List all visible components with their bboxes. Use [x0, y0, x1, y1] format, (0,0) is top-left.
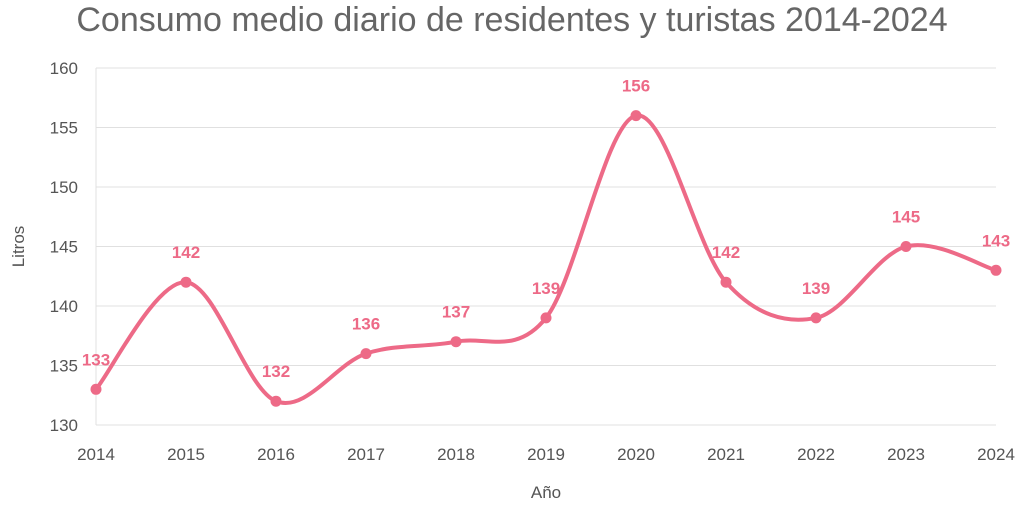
- data-point: [450, 336, 462, 348]
- data-point: [360, 348, 372, 360]
- x-tick-label: 2023: [887, 445, 925, 464]
- x-tick-label: 2019: [527, 445, 565, 464]
- data-point: [180, 276, 192, 288]
- data-point: [90, 383, 102, 395]
- x-axis-ticks: 2014 2015 2016 2017 2018 2019 2020 2021 2022 2023…: [77, 445, 1015, 464]
- x-tick-label: 2024: [977, 445, 1015, 464]
- data-label: 139: [532, 279, 560, 298]
- y-tick-label: 135: [50, 357, 78, 376]
- x-tick-label: 2014: [77, 445, 115, 464]
- x-axis-title: Año: [531, 483, 561, 502]
- x-tick-label: 2017: [347, 445, 385, 464]
- x-tick-label: 2018: [437, 445, 475, 464]
- x-tick-label: 2015: [167, 445, 205, 464]
- y-axis-ticks: 130 135 140 145 150 155 160: [50, 59, 78, 435]
- data-point: [540, 312, 552, 324]
- data-label: 142: [712, 243, 740, 262]
- data-point: [810, 312, 822, 324]
- y-axis-title: Litros: [9, 226, 28, 268]
- x-tick-label: 2020: [617, 445, 655, 464]
- data-label: 156: [622, 77, 650, 96]
- series-layer: [90, 110, 1002, 407]
- data-point: [270, 395, 282, 407]
- data-label: 145: [892, 208, 920, 227]
- data-point: [990, 264, 1002, 276]
- grid-lines: [95, 67, 996, 426]
- data-labels: 133 142 132 136 137 139 156 142 139 145 143: [82, 77, 1010, 382]
- y-tick-label: 145: [50, 238, 78, 257]
- series-line: [94, 113, 998, 405]
- x-tick-label: 2021: [707, 445, 745, 464]
- data-point: [900, 241, 912, 252]
- x-tick-label: 2022: [797, 445, 835, 464]
- x-tick-label: 2016: [257, 445, 295, 464]
- y-tick-label: 155: [50, 119, 78, 138]
- y-tick-label: 150: [50, 178, 78, 197]
- data-label: 132: [262, 362, 290, 381]
- data-label: 142: [172, 243, 200, 262]
- data-point: [720, 276, 732, 288]
- data-label: 143: [982, 231, 1010, 250]
- y-tick-label: 130: [50, 416, 78, 435]
- data-label: 137: [442, 303, 470, 322]
- y-tick-label: 140: [50, 297, 78, 316]
- data-label: 133: [82, 350, 110, 369]
- data-label: 136: [352, 315, 380, 334]
- y-tick-label: 160: [50, 59, 78, 78]
- data-point: [630, 110, 642, 122]
- data-label: 139: [802, 279, 830, 298]
- chart-title: Consumo medio diario de residentes y tur…: [76, 1, 948, 39]
